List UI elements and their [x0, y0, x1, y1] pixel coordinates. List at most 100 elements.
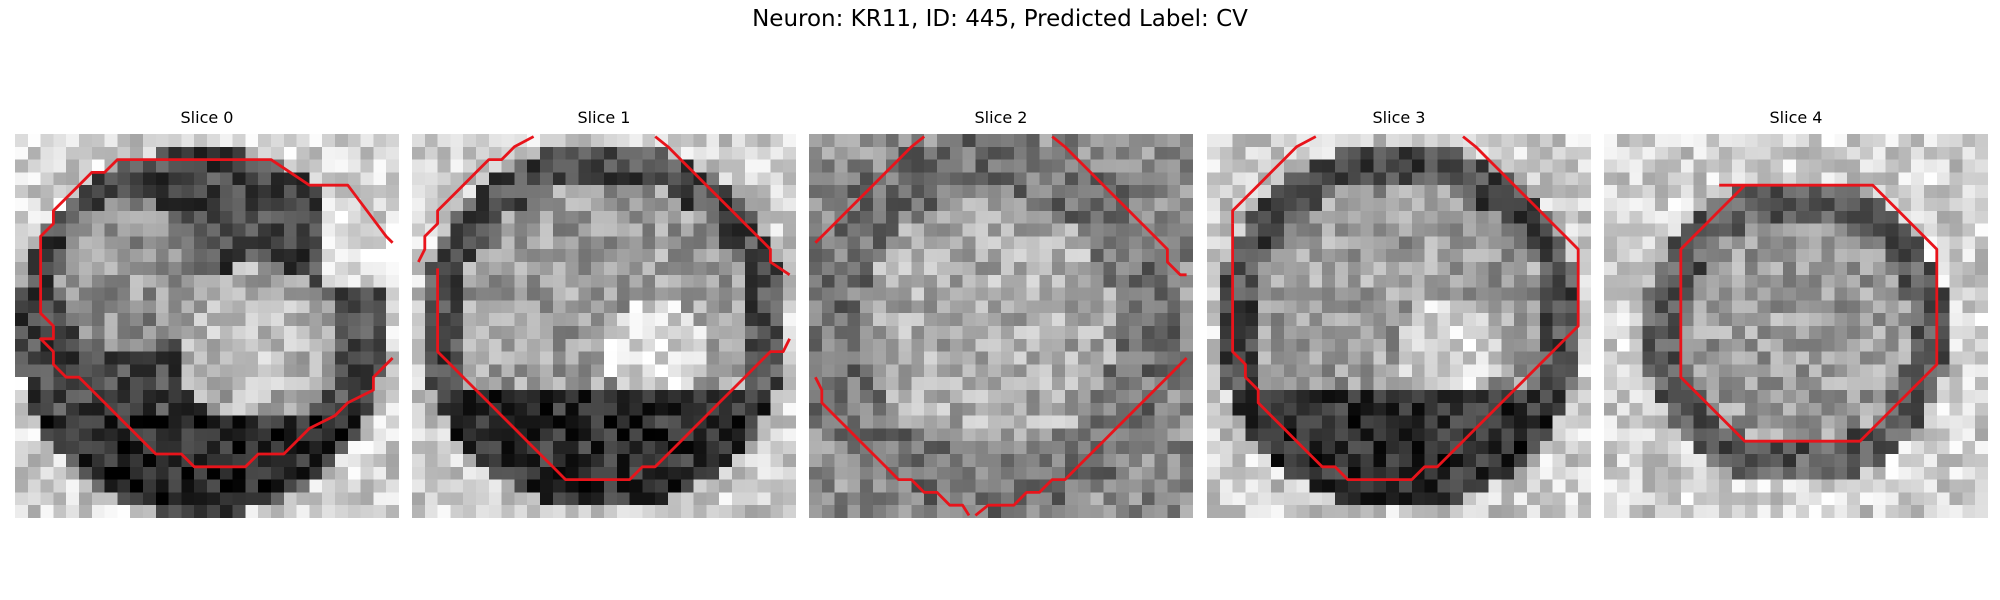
- slice-pixel: [1424, 300, 1438, 314]
- slice-pixel: [1604, 390, 1618, 404]
- slice-pixel: [1770, 326, 1784, 340]
- slice-pixel: [1885, 185, 1899, 199]
- slice-pixel: [1141, 236, 1155, 250]
- slice-pixel: [1552, 351, 1566, 365]
- slice-pixel: [1039, 134, 1053, 148]
- slice-pixel: [27, 428, 41, 442]
- slice-pixel: [885, 210, 899, 224]
- slice-pixel: [91, 210, 105, 224]
- slice-pixel: [1180, 428, 1193, 442]
- slice-pixel: [117, 505, 131, 518]
- slice-pixel: [885, 274, 899, 288]
- slice-pixel: [1335, 454, 1349, 468]
- slice-pixel: [1411, 402, 1425, 416]
- slice-pixel: [1514, 249, 1528, 263]
- slice-pixel: [1167, 313, 1181, 327]
- slice-pixel: [885, 300, 899, 314]
- slice-pixel: [40, 262, 54, 276]
- slice-pixel: [1604, 249, 1618, 263]
- slice-pixel: [1360, 377, 1374, 391]
- slice-pixel: [962, 377, 976, 391]
- slice-pixel: [1936, 505, 1950, 518]
- slice-pixel: [1501, 249, 1515, 263]
- slice-pixel: [1872, 466, 1886, 480]
- slice-pixel: [66, 454, 80, 468]
- slice-pixel: [898, 223, 912, 237]
- slice-pixel: [578, 159, 592, 173]
- slice-pixel: [821, 236, 835, 250]
- slice-pixel: [1962, 338, 1976, 352]
- slice-pixel: [1911, 505, 1925, 518]
- slice-pixel: [130, 351, 144, 365]
- slice-pixel: [1077, 236, 1091, 250]
- slice-pixel: [412, 198, 426, 212]
- slice-pixel: [15, 505, 29, 518]
- slice-pixel: [373, 274, 387, 288]
- slice-pixel: [552, 198, 566, 212]
- slice-pixel: [834, 390, 848, 404]
- slice-pixel: [1783, 172, 1797, 186]
- slice-pixel: [1488, 351, 1502, 365]
- slice-pixel: [988, 492, 1002, 506]
- slice-pixel: [194, 454, 208, 468]
- slice-pixel: [1655, 454, 1669, 468]
- slice-pixel: [1527, 159, 1541, 173]
- slice-pixel: [309, 364, 323, 378]
- slice-pixel: [693, 210, 707, 224]
- slice-pixel: [1232, 479, 1246, 493]
- slice-pixel: [1283, 287, 1297, 301]
- slice-pixel: [1065, 402, 1079, 416]
- slice-pixel: [565, 364, 579, 378]
- slice-pixel: [296, 300, 310, 314]
- slice-pixel: [1936, 249, 1950, 263]
- slice-pixel: [360, 159, 374, 173]
- slice-pixel: [117, 428, 131, 442]
- slice-pixel: [1437, 505, 1451, 518]
- slice-pixel: [655, 364, 669, 378]
- slice-pixel: [1399, 492, 1413, 506]
- slice-pixel: [1757, 146, 1771, 160]
- slice-pixel: [937, 364, 951, 378]
- slice-pixel: [1847, 326, 1861, 340]
- slice-pixel: [629, 454, 643, 468]
- slice-pixel: [1077, 390, 1091, 404]
- slice-pixel: [680, 466, 694, 480]
- slice-pixel: [386, 479, 399, 493]
- slice-pixel: [1090, 377, 1104, 391]
- slice-pixel: [1757, 326, 1771, 340]
- slice-pixel: [1116, 364, 1130, 378]
- slice-pixel: [437, 479, 451, 493]
- slice-pixel: [540, 274, 554, 288]
- slice-pixel: [1077, 172, 1091, 186]
- slice-pixel: [642, 249, 656, 263]
- slice-pixel: [744, 172, 758, 186]
- slice-pixel: [1258, 326, 1272, 340]
- slice-pixel: [527, 185, 541, 199]
- slice-pixel: [194, 134, 208, 148]
- slice-pixel: [924, 159, 938, 173]
- slice-pixel: [1232, 390, 1246, 404]
- slice-pixel: [27, 390, 41, 404]
- slice-pixel: [821, 338, 835, 352]
- slice-pixel: [219, 441, 233, 455]
- slice-pixel: [501, 441, 515, 455]
- slice-pixel: [1629, 415, 1643, 429]
- slice-pixel: [1245, 441, 1259, 455]
- slice-pixel: [988, 479, 1002, 493]
- slice-pixel: [1347, 210, 1361, 224]
- slice-pixel: [1770, 249, 1784, 263]
- slice-pixel: [616, 492, 630, 506]
- slice-pixel: [668, 428, 682, 442]
- slice-pixel: [1039, 492, 1053, 506]
- slice-pixel: [283, 428, 297, 442]
- slice-pixel: [988, 159, 1002, 173]
- slice-pixel: [988, 300, 1002, 314]
- slice-pixel: [91, 466, 105, 480]
- slice-pixel: [360, 146, 374, 160]
- slice-pixel: [1898, 146, 1912, 160]
- slice-pixel: [245, 313, 259, 327]
- slice-pixel: [1180, 236, 1193, 250]
- slice-pixel: [1335, 300, 1349, 314]
- slice-pixel: [732, 402, 746, 416]
- slice-pixel: [91, 505, 105, 518]
